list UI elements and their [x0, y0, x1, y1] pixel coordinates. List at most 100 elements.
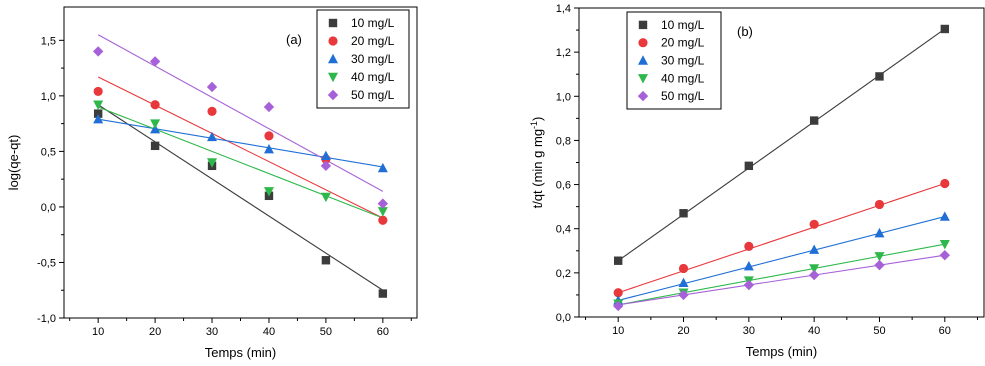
legend-label-series-5: 50 mg/L [661, 89, 705, 103]
legend-label-series-4: 40 mg/L [351, 70, 395, 84]
y-tick-label: -1,0 [37, 313, 56, 325]
data-point-series-3 [939, 211, 950, 221]
data-point-series-3 [377, 162, 388, 173]
x-tick-label: 50 [873, 325, 885, 337]
y-tick-label: 0,2 [556, 268, 571, 280]
data-point-series-4 [939, 239, 950, 250]
data-point-series-4 [809, 264, 820, 274]
y-tick-label: 0,4 [556, 224, 571, 236]
legend-marker-series-1 [328, 18, 338, 28]
fit-line-series-1 [97, 104, 384, 291]
x-tick-label: 10 [92, 326, 104, 338]
x-tick-label: 60 [377, 326, 389, 338]
data-point-series-2 [378, 215, 388, 225]
data-point-series-5 [149, 56, 161, 67]
data-point-series-4 [150, 119, 161, 129]
legend-label-series-3: 30 mg/L [661, 54, 705, 68]
x-tick-label: 30 [743, 325, 755, 337]
data-point-series-2 [207, 106, 217, 117]
y-tick-label: 1,4 [556, 3, 571, 15]
legend-label-series-1: 10 mg/L [351, 16, 395, 30]
data-point-series-3 [874, 227, 885, 238]
x-tick-label: 20 [677, 325, 689, 337]
x-axis-title: Temps (min) [205, 345, 277, 360]
y-tick-label: 1,2 [556, 47, 571, 59]
data-point-series-4 [874, 252, 885, 262]
x-tick-label: 40 [263, 326, 275, 338]
y-tick-label: -0,5 [37, 257, 56, 269]
data-point-series-2 [809, 219, 819, 229]
data-point-series-5 [874, 259, 885, 271]
data-point-series-1 [378, 289, 388, 298]
legend-marker-series-3 [638, 55, 648, 65]
legend-marker-series-1 [638, 20, 648, 30]
x-axis-title: Temps (min) [746, 344, 818, 359]
data-point-series-3 [93, 113, 104, 124]
legend-label-series-1: 10 mg/L [661, 18, 705, 32]
data-point-series-5 [263, 101, 275, 113]
chart-panel-a: 10 20 30 40 50 60 -1,0 -0,5 0,0 0,5 1,0 1,5 Temps (m… [6, 6, 418, 360]
legend-label-series-2: 20 mg/L [351, 34, 395, 48]
data-point-series-5 [612, 300, 624, 312]
y-axis-title-superscript: -1 [529, 121, 539, 129]
data-point-series-1 [93, 109, 103, 118]
legend-marker-series-5 [637, 90, 649, 102]
data-point-series-2 [264, 131, 274, 141]
y-axis-title-end: ) [530, 117, 545, 121]
data-point-series-3 [678, 277, 689, 287]
panel-label: (a) [286, 32, 302, 47]
data-point-series-2 [150, 100, 160, 110]
y-tick-label: 0,6 [556, 180, 571, 192]
x-tick-label: 60 [939, 325, 951, 337]
legend-marker-series-4 [638, 74, 648, 84]
legend-marker-series-3 [328, 53, 338, 64]
data-point-series-1 [744, 161, 754, 171]
y-axis-title: log(qe-qt) [6, 135, 21, 191]
x-tick-label: 10 [612, 325, 624, 337]
data-point-series-1 [940, 24, 950, 34]
y-axis-title-main: t/qt (min g mg [530, 129, 545, 208]
legend-marker-series-5 [327, 89, 339, 101]
data-point-series-5 [678, 289, 689, 301]
data-point-series-4 [263, 187, 274, 197]
legend-marker-series-4 [328, 72, 338, 83]
data-point-series-5 [377, 198, 389, 209]
data-point-series-3 [809, 244, 820, 254]
y-tick-label: 0,0 [556, 312, 571, 324]
fit-line-series-5 [97, 34, 384, 192]
data-point-series-4 [207, 158, 218, 168]
data-point-series-5 [92, 46, 104, 57]
data-point-series-2 [613, 288, 623, 298]
data-point-series-5 [808, 269, 820, 281]
fit-line-series-5 [618, 254, 945, 306]
fit-line-series-2 [97, 76, 384, 219]
y-tick-label: 1,0 [556, 91, 571, 103]
x-tick-label: 30 [206, 326, 218, 338]
legend-marker-series-2 [638, 38, 648, 48]
data-point-series-1 [613, 256, 623, 265]
data-point-series-4 [377, 207, 388, 217]
y-axis-title: t/qt (min g mg-1) [529, 117, 545, 209]
data-point-series-2 [678, 263, 689, 274]
panel-label: (b) [737, 24, 753, 39]
fit-line-series-4 [618, 243, 945, 306]
data-point-series-5 [320, 160, 332, 172]
chart-panel-b: 10 20 30 40 50 60 0,0 0,2 0,4 0,6 0,8 1,0 1,2 1,4 Temp… [529, 3, 985, 359]
y-tick-label: 0,8 [556, 135, 571, 147]
data-point-series-1 [875, 72, 884, 81]
data-point-series-1 [809, 116, 819, 125]
y-tick-label: 1,0 [41, 91, 56, 103]
data-point-series-4 [320, 192, 331, 203]
fit-line-series-2 [618, 182, 945, 294]
x-tick-label: 40 [808, 325, 820, 337]
data-point-series-5 [743, 279, 755, 291]
x-tick-label: 20 [149, 326, 161, 338]
legend-label-series-3: 30 mg/L [351, 52, 395, 66]
fit-line-series-3 [618, 216, 945, 301]
legend-label-series-4: 40 mg/L [661, 71, 705, 85]
data-point-series-1 [321, 256, 331, 265]
legend: 10 mg/L 20 mg/L 30 mg/L 40 mg/L 50 mg/L [316, 9, 410, 109]
data-point-series-2 [744, 241, 754, 251]
fit-line-series-3 [98, 118, 383, 168]
